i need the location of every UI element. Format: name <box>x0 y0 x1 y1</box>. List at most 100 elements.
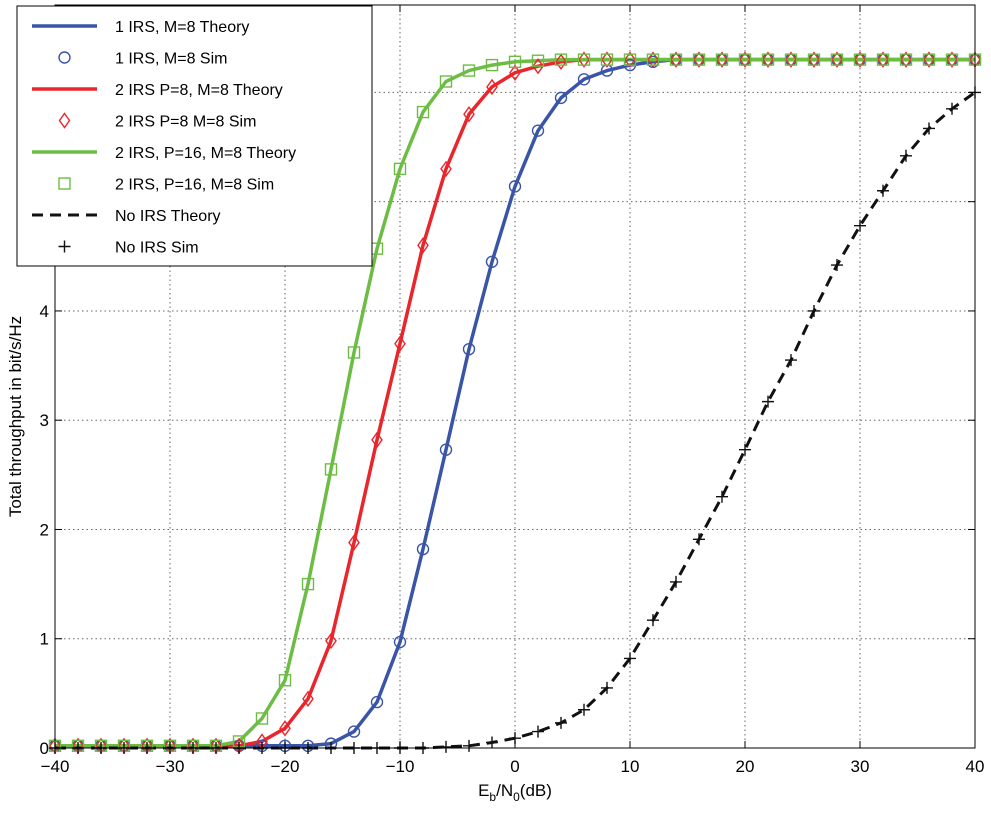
series-3-point <box>900 51 912 68</box>
series-5-point <box>853 53 867 66</box>
legend-swatch-5 <box>58 177 71 190</box>
series-3-point <box>325 632 337 650</box>
series-5-point <box>715 53 729 66</box>
series-5-point <box>554 53 568 66</box>
y-tick-label: 3 <box>40 411 49 430</box>
series-5-point <box>945 53 959 66</box>
series-3-point <box>440 160 452 178</box>
series-5-point <box>324 463 338 476</box>
legend: 1 IRS, M=8 Theory 1 IRS, M=8 Sim 2 IRS P=8… <box>16 5 373 267</box>
series-7-point <box>578 703 590 716</box>
series-7-point <box>785 354 797 367</box>
series-5-point <box>462 64 476 77</box>
legend-box <box>16 5 373 267</box>
series-3-point <box>808 51 820 68</box>
series-5-point <box>669 53 683 66</box>
legend-swatch-1 <box>58 51 71 64</box>
x-tick-label: 40 <box>966 757 985 776</box>
series-7-point <box>486 736 498 749</box>
series-7-point <box>808 304 820 317</box>
series-7-point <box>440 740 452 753</box>
series-3-point <box>532 57 544 75</box>
series-7-point <box>900 149 912 162</box>
series-3-point <box>716 51 728 68</box>
series-5-point <box>761 53 775 66</box>
series-3-point <box>555 53 567 71</box>
series-7-point <box>647 614 659 627</box>
series-1-point <box>462 342 476 356</box>
series-5-point <box>439 75 453 88</box>
legend-label-1: 1 IRS, M=8 Sim <box>115 51 227 68</box>
series-3-point <box>624 51 636 68</box>
series-1-point <box>508 180 522 193</box>
series-7-point <box>831 259 843 272</box>
series-3-point <box>785 51 797 68</box>
series-1-point <box>439 443 453 456</box>
legend-label-2: 2 IRS P=8, M=8 Theory <box>115 82 283 99</box>
series-5-point <box>485 58 499 72</box>
series-5-point <box>347 346 361 359</box>
series-3-point <box>578 51 590 68</box>
series-7-point <box>555 716 567 729</box>
x-axis-label: Eb/N0(dB) <box>478 781 552 804</box>
series-7-point <box>693 533 705 546</box>
series-5-point <box>922 53 936 66</box>
series-7-point <box>670 575 682 588</box>
series-5-point <box>255 712 269 725</box>
x-tick-label: 30 <box>851 757 870 776</box>
series-3-point <box>647 51 659 68</box>
series-5-point <box>899 53 913 66</box>
x-tick-label: 10 <box>621 757 640 776</box>
series-5-point <box>623 53 637 66</box>
x-tick-label: −20 <box>271 757 300 776</box>
x-tick-label: 0 <box>510 757 519 776</box>
series-3-point <box>463 106 475 123</box>
series-5-point <box>278 674 292 687</box>
legend-label-0: 1 IRS, M=8 Theory <box>115 19 249 36</box>
legend-label-3: 2 IRS P=8 M=8 Sim <box>115 114 256 131</box>
series-5-point <box>600 53 614 66</box>
series-7-point <box>946 102 958 115</box>
series-3-point <box>946 51 958 68</box>
series-3-point <box>923 51 935 68</box>
legend-label-4: 2 IRS, P=16, M=8 Theory <box>115 145 296 162</box>
series-3-point <box>601 51 613 68</box>
series-3-point <box>509 64 521 81</box>
series-5-point <box>508 55 522 69</box>
series-1-point <box>577 73 591 86</box>
series-1-point <box>416 542 430 556</box>
legend-swatch-7 <box>58 240 71 253</box>
series-1-point <box>531 124 545 137</box>
series-3-point <box>417 237 429 254</box>
series-7-point <box>854 219 866 232</box>
series-line-4 <box>55 57 975 748</box>
series-1-point <box>347 725 361 738</box>
series-5-point <box>807 53 821 66</box>
series-3-point <box>877 51 889 68</box>
series-3-point <box>486 78 498 96</box>
series-7-point <box>624 652 636 665</box>
series-1-point <box>485 255 499 268</box>
x-tick-label: −30 <box>156 757 185 776</box>
series-1-point <box>370 695 384 709</box>
series-7-point <box>739 443 751 456</box>
series-3-point <box>302 690 314 708</box>
series-5-point <box>393 162 407 176</box>
series-3-point <box>348 534 360 551</box>
series-5-point <box>646 53 660 66</box>
series-3-point <box>670 51 682 68</box>
series-3-point <box>854 51 866 68</box>
x-tick-label: 20 <box>736 757 755 776</box>
series-5-point <box>692 53 706 66</box>
series-5-point <box>876 53 890 66</box>
series-5-point <box>531 54 545 67</box>
series-3-point <box>279 720 291 737</box>
x-tick-label: −10 <box>386 757 415 776</box>
series-5-point <box>784 53 798 66</box>
series-7-point <box>923 122 935 135</box>
series-5-point <box>738 53 752 66</box>
series-1-point <box>554 91 568 105</box>
series-7-point <box>877 184 889 197</box>
y-tick-label: 4 <box>40 302 49 321</box>
